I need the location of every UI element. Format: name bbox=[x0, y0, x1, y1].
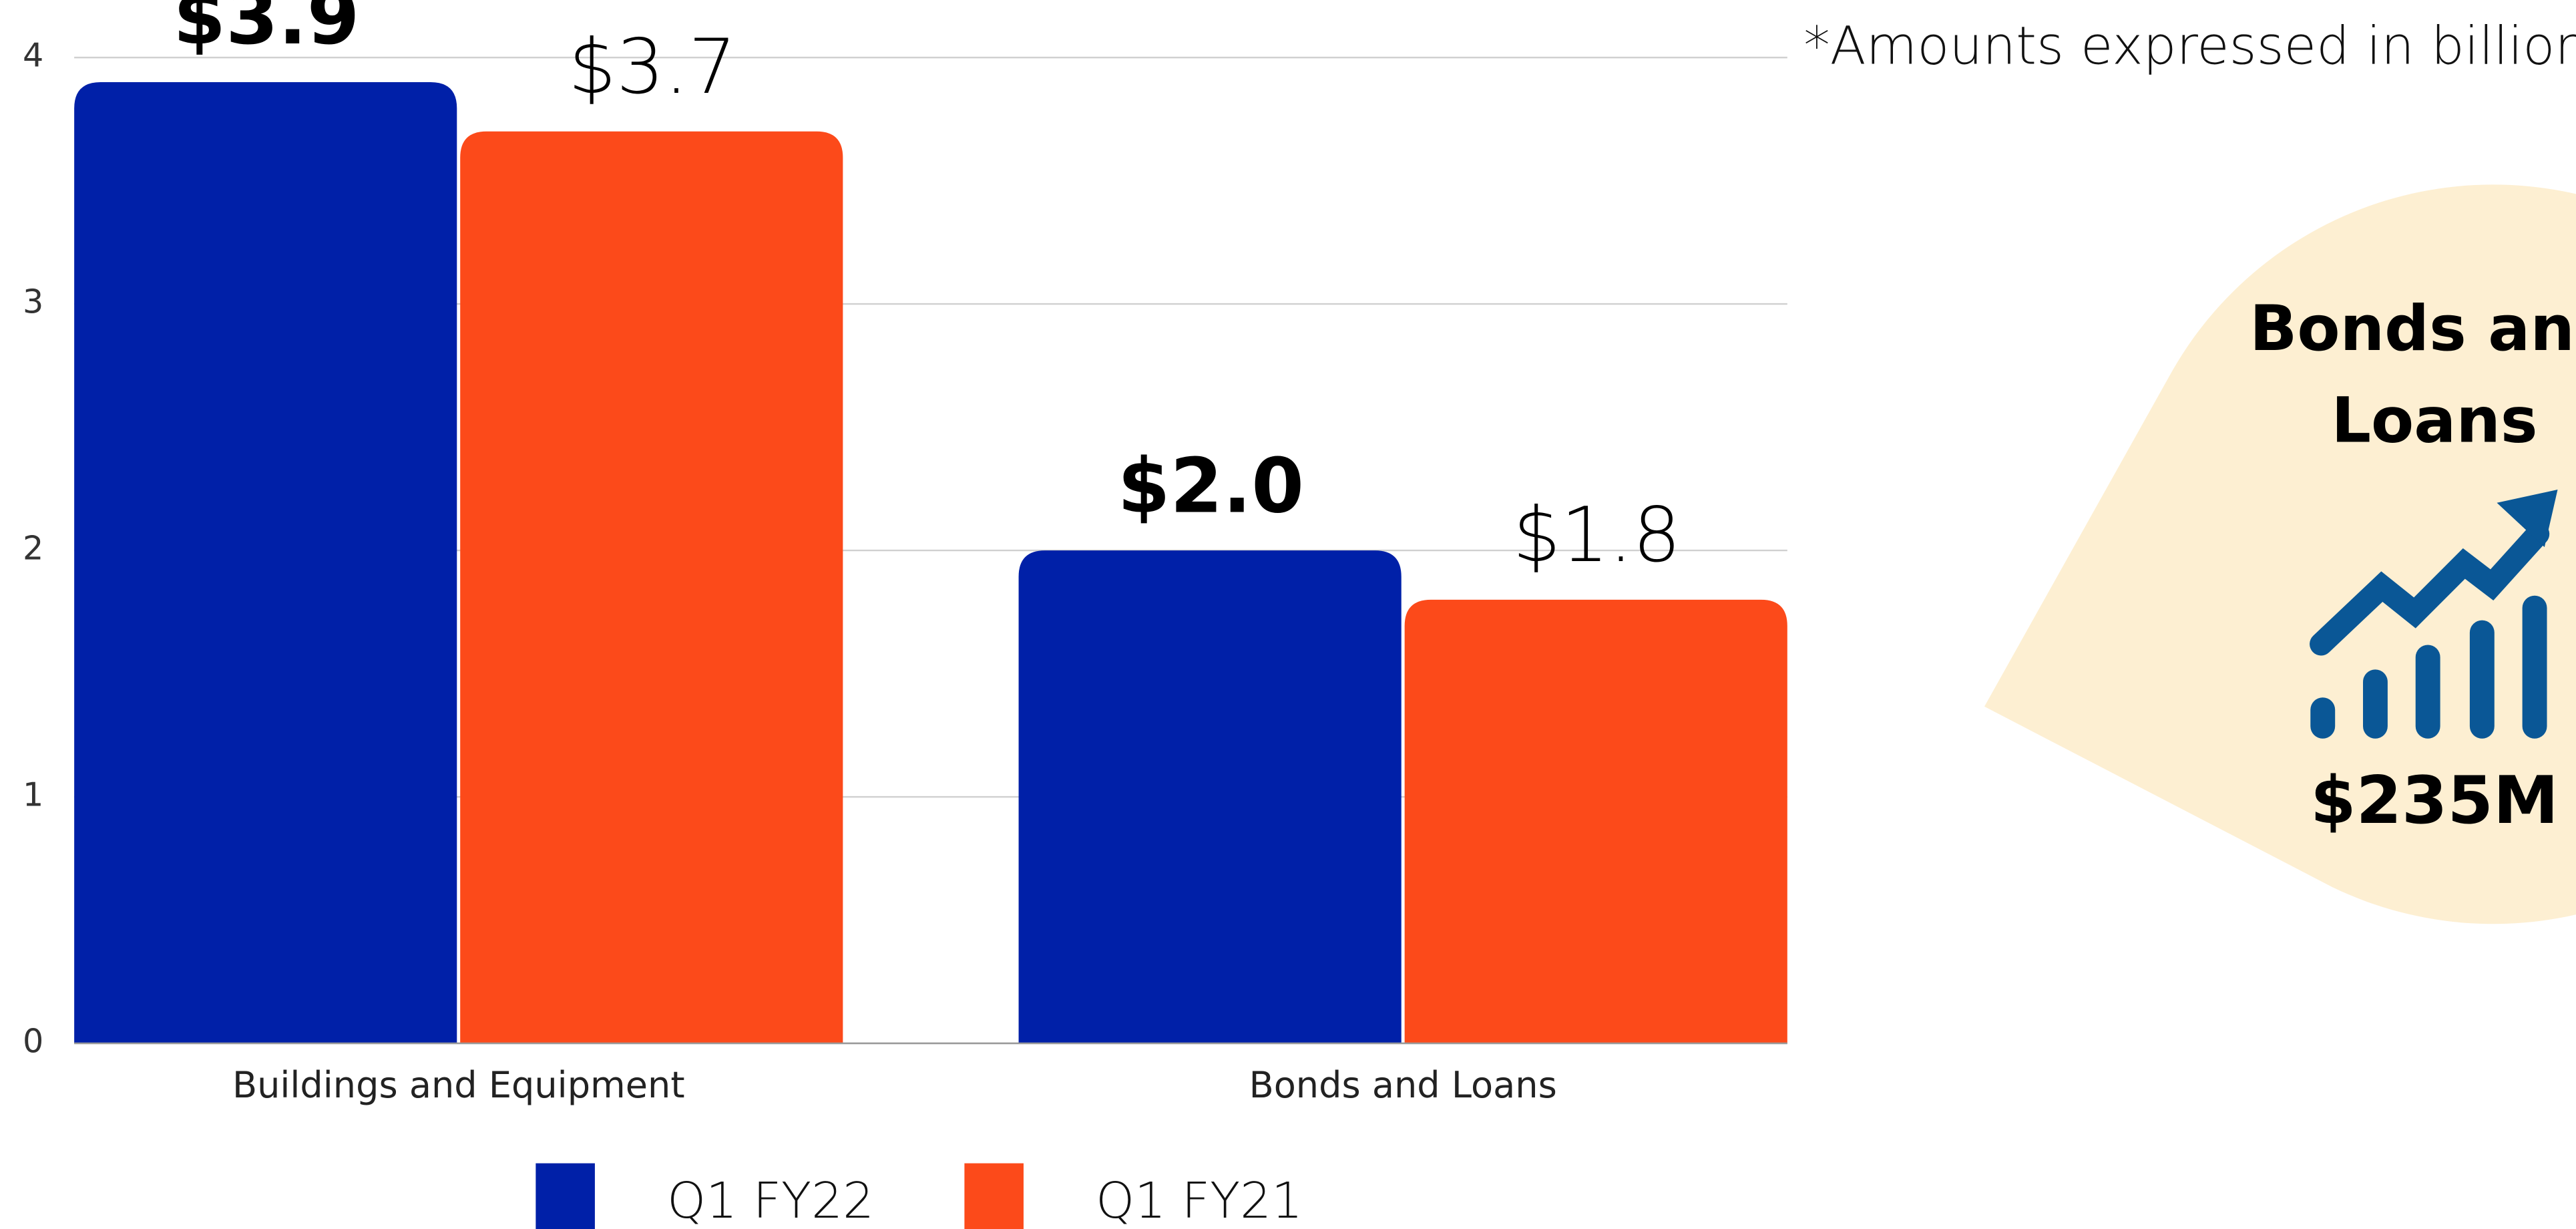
bar bbox=[74, 81, 457, 1044]
y-tick-label: 1 bbox=[23, 775, 43, 814]
y-tick-label: 4 bbox=[23, 36, 43, 75]
value-label: $2.0 bbox=[1118, 442, 1304, 530]
x-tick-label: Buildings and Equipment bbox=[232, 1064, 685, 1106]
bar bbox=[460, 131, 843, 1044]
legend-label: Q1 FY21 bbox=[1096, 1173, 1303, 1229]
growth-icon bbox=[2310, 490, 2558, 739]
value-label: $1.8 bbox=[1512, 491, 1681, 579]
note: *Amounts expressed in billions bbox=[1803, 15, 2576, 76]
callout-title: Bonds and Loans bbox=[2249, 292, 2576, 457]
callout-bubble bbox=[1984, 184, 2576, 924]
y-tick-label: 3 bbox=[23, 283, 43, 321]
legend-label: Q1 FY22 bbox=[667, 1173, 874, 1229]
legend-swatch bbox=[964, 1163, 1024, 1229]
bar bbox=[1404, 599, 1787, 1044]
plot: 0 1 2 3 4 Buildings and Equipment $3.9 $3.7 Bond… bbox=[23, 0, 1787, 1229]
x-tick-label: Bonds and Loans bbox=[1249, 1064, 1557, 1106]
bar bbox=[1018, 550, 1402, 1044]
legend-swatch bbox=[535, 1163, 595, 1229]
y-tick-label: 0 bbox=[23, 1022, 43, 1061]
value-label: $3.9 bbox=[173, 0, 359, 61]
callout-title-box: Bonds and Loans bbox=[2249, 292, 2576, 457]
value-label: $3.7 bbox=[568, 23, 736, 111]
callout-value: $235M bbox=[2310, 763, 2559, 839]
y-tick-label: 2 bbox=[23, 529, 43, 568]
